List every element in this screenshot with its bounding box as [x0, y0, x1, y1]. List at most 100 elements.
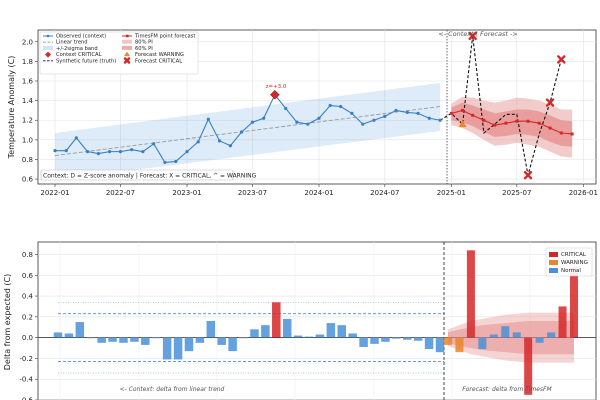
legend-label-context-critical: Context CRITICAL: [56, 52, 102, 58]
legend-swatch-critical: [549, 252, 558, 257]
context-note-box: Context: D = Z-score anomaly | Forecast:…: [40, 169, 257, 181]
observed-point: [185, 150, 189, 154]
context-delta-bar: [304, 336, 314, 338]
top-x-tick-label: 2023-07: [238, 189, 267, 197]
observed-point: [174, 159, 178, 164]
legend-swatch-band: [43, 45, 53, 50]
bottom-y-tick-label: -0.2: [19, 355, 33, 363]
observed-point: [206, 117, 210, 121]
x-stroke: [523, 170, 533, 180]
forecast-delta-bar: [466, 250, 475, 338]
observed-point: [118, 150, 123, 154]
bottom-y-tick-label: 0.6: [22, 272, 34, 280]
observed-point: [361, 122, 365, 126]
observed-point: [217, 139, 222, 143]
forecast-pi80-band: [451, 96, 573, 158]
top-markers: [53, 31, 574, 180]
bottom-y-tick-label: 0.2: [22, 313, 33, 321]
legend-label-normal: Normal: [561, 268, 581, 274]
context-delta-bar: [293, 335, 303, 338]
legend-label-warning: Forecast WARNING: [135, 52, 184, 58]
top-legend: Observed (context)Linear trend+/-2sigma …: [39, 31, 199, 75]
observed-point: [438, 118, 442, 122]
x-stroke: [557, 55, 566, 64]
context-delta-bar: [413, 337, 423, 341]
context-delta-bar: [173, 337, 183, 360]
context-delta-bar: [162, 337, 172, 360]
top-x-tick-label: 2023-01: [172, 189, 201, 197]
context-delta-bar: [272, 302, 281, 338]
forecast-point: [570, 132, 574, 136]
bottom-y-axis-label: Delta from expected (C): [3, 274, 12, 370]
context-delta-bar: [381, 337, 390, 342]
observed-point: [64, 149, 68, 153]
forecast-delta-bar: [547, 332, 556, 338]
context-delta-bar: [53, 332, 63, 338]
sigma-band: [54, 82, 441, 181]
observed-point: [317, 116, 321, 120]
legend-label-pi80: 80% PI: [135, 40, 153, 46]
top-y-tick-label: 1.2: [22, 117, 33, 125]
bottom-y-tick-label: 0.8: [22, 251, 33, 259]
bottom-y-tick-label: 0.0: [22, 334, 33, 342]
legend-label-pi60: 60% PI: [135, 46, 153, 52]
observed-point: [152, 142, 156, 146]
forecast-point: [559, 131, 563, 135]
legend-swatch-forecast-dot: [126, 34, 129, 38]
forecast-delta-bar: [558, 306, 567, 338]
context-delta-bar: [282, 318, 292, 338]
forecast-point: [526, 119, 530, 123]
forecast-point: [449, 111, 453, 115]
legend-swatch-pi80: [122, 39, 132, 44]
top-x-tick-label: 2024-07: [370, 189, 399, 197]
top-legend-box: [39, 31, 199, 75]
top-x-ticks: 2022-01 2022-07 2023-01 2023-07 2024-01 2024-…: [40, 184, 598, 197]
observed-point: [339, 104, 343, 109]
observed-point: [383, 114, 387, 118]
linear-trend-line: [54, 106, 441, 157]
forecast-delta-bar: [524, 337, 533, 395]
legend-label-critical: Forecast CRITICAL: [135, 58, 182, 64]
observed-point: [284, 106, 288, 111]
top-x-tick-label: 2026-01: [569, 189, 598, 197]
context-delta-bar: [403, 337, 412, 340]
context-delta-label: <- Context: delta from linear trend: [120, 386, 225, 393]
legend-label-band: +/-2sigma band: [56, 46, 98, 52]
context-delta-bar: [250, 329, 259, 338]
legend-label-observed: Observed (context): [56, 34, 106, 40]
observed-point: [372, 118, 376, 122]
context-delta-bar: [228, 337, 237, 352]
top-x-tick-label: 2025-07: [502, 189, 531, 197]
legend-label-forecast: TimesFM point forecast: [134, 34, 195, 40]
observed-point: [350, 111, 354, 115]
legend-swatch-pi60: [122, 45, 132, 50]
legend-swatch-normal: [549, 268, 558, 273]
critical-z-annotation: z=+3.0: [266, 84, 287, 90]
forecast-point: [482, 118, 486, 122]
forecast-delta-bar: [443, 337, 453, 345]
context-delta-bar: [64, 333, 74, 338]
bottom-plot-area: [37, 241, 597, 400]
top-y-tick-label: 0.8: [22, 156, 33, 164]
observed-point: [53, 149, 57, 153]
context-delta-bar: [348, 333, 357, 338]
context-delta-bar: [315, 334, 325, 338]
legend-label-critical: CRITICAL: [561, 252, 587, 258]
top-y-tick-label: 0.6: [22, 176, 34, 184]
observed-point: [85, 150, 90, 154]
observed-point: [262, 116, 266, 120]
observed-point: [394, 108, 398, 113]
observed-point: [196, 140, 200, 144]
top-y-tick-label: 1.6: [22, 78, 34, 86]
context-delta-bar: [97, 337, 106, 343]
observed-point: [163, 160, 167, 165]
legend-label-warning: WARNING: [561, 260, 588, 266]
context-delta-bar: [239, 337, 248, 339]
context-delta-bar: [261, 325, 270, 338]
observed-point: [228, 144, 232, 148]
forecast-delta-bar: [569, 266, 579, 338]
context-forecast-split-label: <- Context | Forecast ->: [438, 30, 518, 38]
legend-swatch-critical: [123, 57, 131, 64]
top-y-axis-label: Temperature Anomaly (C): [7, 56, 16, 160]
forecast-delta-pi80-band: [448, 312, 574, 363]
